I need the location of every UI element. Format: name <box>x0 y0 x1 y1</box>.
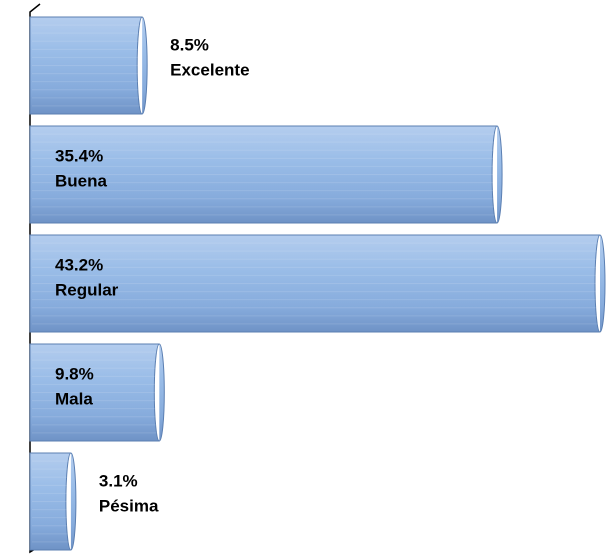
bar <box>29 234 606 333</box>
value-label: 3.1% <box>99 471 138 490</box>
value-label: 8.5% <box>170 35 209 54</box>
value-label: 9.8% <box>55 364 94 383</box>
category-label: Regular <box>55 280 119 299</box>
bar <box>29 343 165 442</box>
value-label: 35.4% <box>55 146 103 165</box>
bar <box>29 452 77 551</box>
bar <box>29 16 148 115</box>
category-label: Buena <box>55 171 108 190</box>
bar <box>29 125 503 224</box>
category-label: Excelente <box>170 60 249 79</box>
value-label: 43.2% <box>55 255 103 274</box>
category-label: Pésima <box>99 496 159 515</box>
category-label: Mala <box>55 389 93 408</box>
